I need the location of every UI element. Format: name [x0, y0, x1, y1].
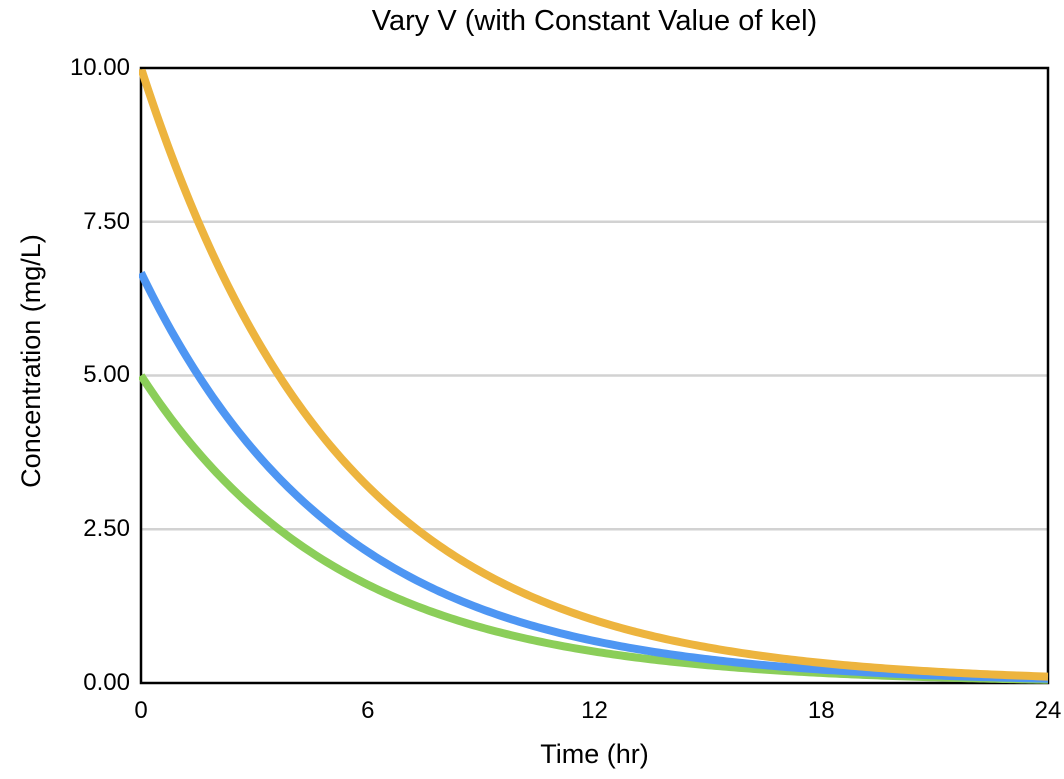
x-tick-label: 6: [361, 697, 375, 724]
y-tick-label: 5.00: [83, 361, 130, 388]
series-line-yellow: [139, 69, 1049, 681]
x-tick-label: 12: [581, 697, 608, 724]
y-tick-label: 10.00: [69, 54, 130, 81]
series-line-green: [139, 373, 1049, 684]
series-line-blue: [139, 271, 1049, 683]
x-axis-title: Time (hr): [540, 739, 649, 769]
x-tick-label: 24: [1034, 697, 1062, 724]
y-tick-label: 0.00: [83, 669, 130, 696]
y-tick-label: 7.50: [83, 208, 130, 235]
y-tick-label: 2.50: [83, 515, 130, 542]
x-tick-label: 0: [134, 697, 148, 724]
series-group: [139, 69, 1049, 684]
chart-title: Vary V (with Constant Value of kel): [371, 5, 818, 37]
x-tick-label: 18: [807, 697, 835, 724]
